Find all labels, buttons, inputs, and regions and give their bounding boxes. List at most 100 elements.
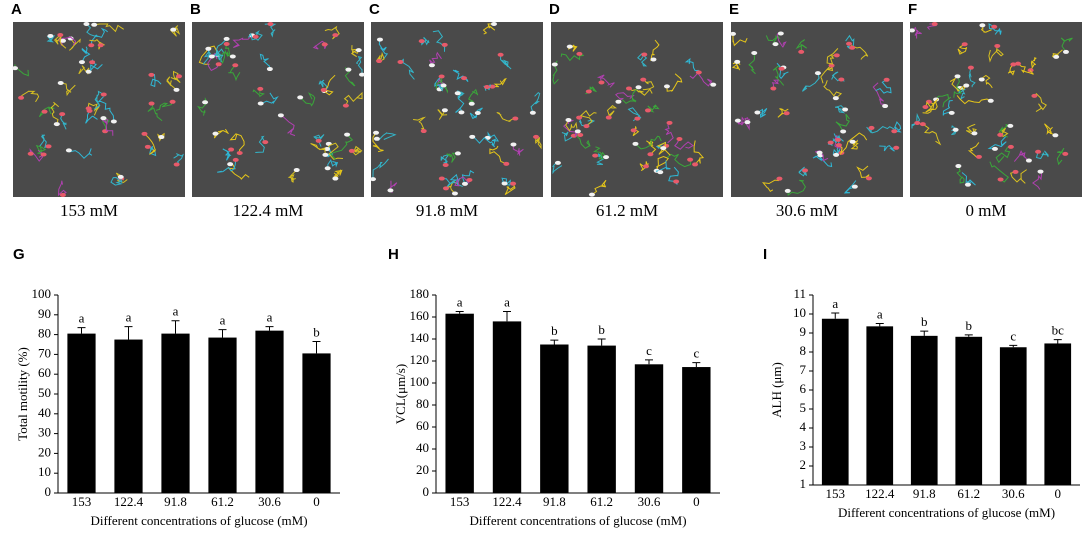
- cell: [1052, 133, 1059, 138]
- x-tick-label: 0: [693, 494, 700, 509]
- cell: [673, 179, 680, 184]
- cell: [315, 138, 322, 143]
- cell: [997, 177, 1004, 182]
- track: [421, 37, 430, 46]
- cell: [603, 155, 610, 160]
- y-tick-label: 6: [800, 381, 807, 396]
- track: [487, 131, 500, 145]
- bar: [67, 333, 96, 493]
- cell: [588, 192, 595, 197]
- track: [280, 114, 296, 137]
- track: [875, 79, 892, 94]
- track: [776, 62, 789, 80]
- track: [312, 40, 329, 50]
- y-axis-label: ALH (μm): [769, 362, 784, 418]
- y-tick-label: 180: [410, 286, 430, 301]
- track: [452, 69, 469, 83]
- track: [372, 158, 389, 180]
- cell: [236, 150, 243, 155]
- significance-letter: c: [646, 343, 652, 358]
- track: [561, 131, 575, 142]
- track: [666, 73, 683, 92]
- cell: [778, 66, 785, 71]
- significance-letter: b: [551, 323, 558, 338]
- y-tick-label: 120: [410, 352, 430, 367]
- cell: [65, 148, 72, 153]
- error-bar: [124, 326, 133, 340]
- cell: [428, 63, 435, 68]
- track: [50, 101, 60, 125]
- track: [684, 57, 700, 73]
- cell: [1053, 54, 1060, 59]
- y-tick-label: 60: [416, 418, 429, 433]
- track: [606, 104, 618, 118]
- y-tick-label: 2: [800, 457, 807, 472]
- significance-letter: a: [126, 310, 132, 325]
- cell: [110, 119, 117, 124]
- track: [1035, 150, 1050, 160]
- track: [689, 72, 714, 87]
- track: [85, 110, 98, 124]
- cell: [324, 166, 331, 171]
- track: [987, 136, 1007, 150]
- track: [530, 91, 541, 113]
- cell: [257, 101, 264, 106]
- cell: [332, 33, 339, 38]
- cell: [814, 71, 821, 76]
- significance-letter: a: [267, 310, 273, 325]
- y-tick-label: 20: [38, 444, 51, 459]
- track: [110, 176, 123, 186]
- track: [318, 79, 329, 92]
- cell: [27, 151, 34, 156]
- track: [472, 136, 496, 148]
- error-bar: [455, 311, 464, 314]
- cell: [461, 76, 468, 81]
- bar: [161, 333, 190, 493]
- track: [89, 39, 105, 50]
- x-tick-label: 91.8: [543, 494, 566, 509]
- cell: [961, 42, 968, 47]
- error-bar: [265, 326, 274, 331]
- panel-caption: 153 mM: [60, 201, 118, 220]
- track: [440, 153, 451, 166]
- y-tick-label: 70: [38, 345, 51, 360]
- cell: [418, 39, 425, 44]
- cell: [710, 82, 717, 87]
- cell: [744, 120, 751, 125]
- cell: [565, 118, 572, 123]
- cell: [277, 113, 284, 118]
- cell: [321, 42, 328, 47]
- micrograph: [192, 22, 364, 197]
- track: [170, 70, 181, 83]
- bar: [540, 344, 569, 493]
- y-tick-label: 10: [793, 305, 806, 320]
- track: [591, 179, 607, 196]
- track: [935, 93, 952, 108]
- cell: [827, 140, 834, 145]
- significance-letter: a: [79, 311, 85, 326]
- track: [911, 112, 921, 129]
- y-tick-label: 160: [410, 308, 430, 323]
- track: [980, 25, 992, 33]
- cell: [997, 132, 1004, 137]
- track: [953, 76, 962, 98]
- track: [326, 142, 344, 160]
- x-tick-label: 0: [1055, 486, 1062, 501]
- track: [956, 95, 991, 105]
- micrograph: [13, 22, 185, 197]
- track: [259, 53, 271, 70]
- track: [101, 116, 114, 136]
- cell: [754, 110, 761, 115]
- cell: [1062, 49, 1069, 54]
- cell: [252, 34, 259, 39]
- micrograph: [551, 22, 723, 197]
- cell: [89, 60, 96, 65]
- cell: [267, 22, 274, 26]
- bar: [114, 339, 143, 493]
- cell: [468, 101, 475, 106]
- track: [229, 133, 245, 154]
- track: [329, 134, 354, 160]
- cell: [975, 154, 982, 159]
- x-tick-label: 153: [72, 494, 92, 509]
- track: [823, 80, 843, 99]
